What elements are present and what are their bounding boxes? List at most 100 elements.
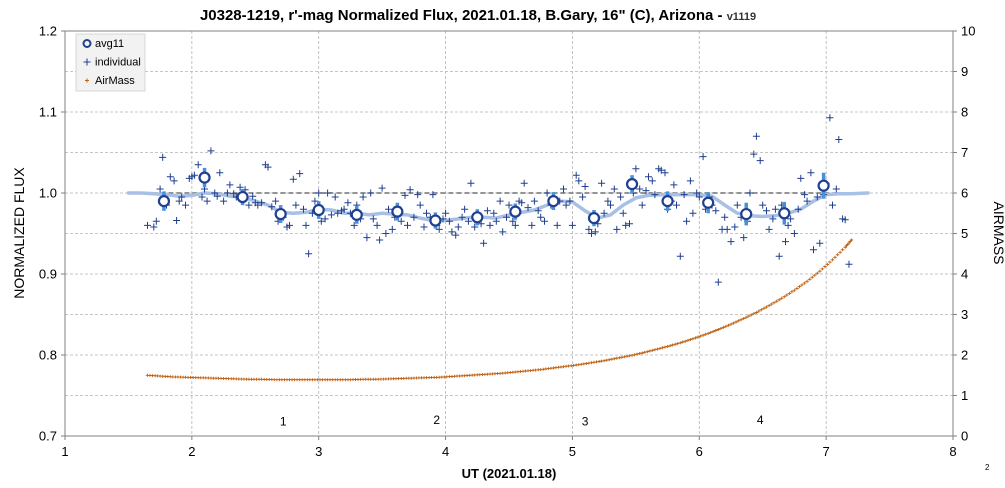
individual-point (657, 166, 665, 174)
individual-point (226, 181, 234, 189)
individual-point (363, 234, 371, 242)
individual-point (617, 193, 625, 201)
individual-point (150, 223, 158, 231)
grid (65, 31, 953, 436)
y-tick-label: 1.0 (39, 186, 57, 201)
airmass-point (650, 348, 655, 352)
y2-tick-label: 5 (961, 226, 968, 241)
avg11-point (198, 171, 211, 184)
individual-point (803, 197, 811, 205)
airmass-point (635, 352, 639, 356)
individual-point (520, 179, 528, 187)
airmass-point (630, 353, 634, 357)
airmass-point (693, 336, 698, 340)
individual-point (553, 221, 561, 229)
avg11-point (350, 208, 363, 221)
individual-point (723, 225, 731, 233)
individual-series (144, 114, 853, 286)
individual-point (175, 197, 183, 205)
avg11-point (274, 207, 287, 221)
airmass-point (777, 298, 781, 302)
individual-point (492, 217, 500, 225)
individual-point (673, 201, 680, 209)
individual-point (385, 205, 392, 213)
individual-point (203, 197, 211, 205)
individual-point (816, 239, 824, 247)
y2-tick-label: 9 (961, 64, 968, 79)
individual-point (782, 238, 789, 246)
individual-point (378, 184, 386, 192)
individual-point (448, 228, 456, 236)
chart-title: J0328-1219, r'-mag Normalized Flux, 2021… (200, 7, 756, 24)
individual-point (414, 191, 422, 199)
airmass-point (759, 308, 764, 312)
individual-point (207, 147, 215, 155)
individual-point (454, 223, 462, 231)
airmass-point (678, 341, 683, 345)
airmass-point (708, 330, 713, 334)
airmass-point (731, 321, 736, 325)
individual-point (486, 221, 494, 229)
airmass-point (721, 325, 726, 329)
airmass-point (840, 248, 845, 252)
transit-annotation: 1 (280, 414, 287, 428)
individual-point (152, 217, 160, 225)
individual-point (416, 201, 424, 209)
individual-point (622, 221, 630, 229)
airmass-point (653, 348, 657, 352)
individual-point (376, 236, 384, 244)
individual-point (471, 223, 479, 231)
transit-annotation: 3 (582, 414, 589, 428)
individual-point (388, 225, 396, 233)
airmass-point (797, 285, 802, 289)
airmass-point (688, 338, 693, 342)
airmass-point (807, 277, 812, 281)
individual-point (562, 201, 570, 209)
individual-point (756, 157, 764, 165)
individual-point (566, 197, 574, 205)
individual-point (264, 163, 272, 171)
individual-point (790, 230, 798, 237)
individual-point (461, 205, 469, 213)
individual-point (327, 211, 335, 219)
individual-point (752, 132, 760, 140)
individual-point (467, 179, 475, 187)
airmass-point (714, 329, 718, 332)
individual-point (518, 199, 526, 207)
avg11-point (312, 203, 325, 217)
airmass-point (724, 324, 728, 328)
individual-point (344, 199, 352, 207)
plot-area-frame (64, 30, 954, 437)
individual-point (727, 238, 735, 246)
individual-point (509, 217, 517, 225)
airmass-point (762, 306, 766, 310)
individual-point (835, 136, 843, 143)
individual-point (689, 209, 697, 217)
individual-point (810, 246, 817, 254)
airmass-point (835, 253, 840, 257)
legend-individual-marker (83, 58, 91, 66)
legend-airmass-marker (85, 78, 89, 83)
x-tick-label: 5 (569, 444, 576, 459)
airmass-point (716, 328, 721, 331)
avg11-point (702, 196, 715, 209)
avg11-series (157, 167, 830, 229)
individual-point (712, 207, 720, 215)
individual-point (686, 177, 694, 185)
individual-point (746, 189, 754, 197)
airmass-point (774, 299, 779, 303)
individual-point (194, 161, 202, 169)
individual-point (759, 201, 767, 209)
airmass-point (772, 301, 776, 305)
individual-point (258, 199, 266, 207)
individual-point (382, 230, 390, 237)
individual-point (733, 201, 741, 209)
y-tick-label: 1.2 (39, 24, 57, 39)
individual-point (397, 217, 405, 225)
y2-axis-title: AIRMASS (991, 201, 1005, 264)
airmass-point (617, 356, 622, 360)
individual-point (317, 217, 325, 225)
individual-point (182, 201, 189, 209)
individual-point (693, 189, 701, 197)
